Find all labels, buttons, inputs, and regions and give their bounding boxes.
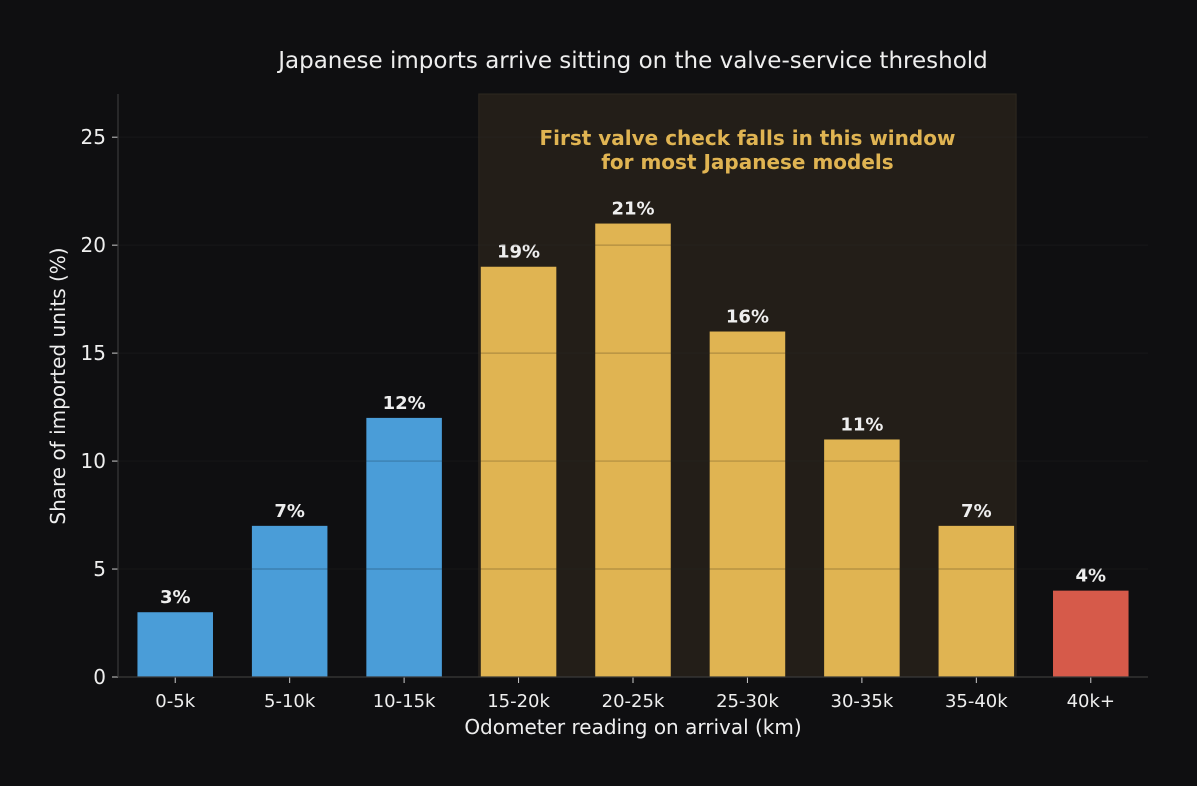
- x-tick-label: 35-40k: [945, 691, 1008, 712]
- x-tick-label: 0-5k: [155, 691, 195, 712]
- x-tick-label: 10-15k: [373, 691, 436, 712]
- y-tick-label: 0: [93, 665, 106, 689]
- bar-35-40k: [938, 525, 1015, 677]
- bar-20-25k: [595, 223, 671, 678]
- y-tick-label: 25: [81, 125, 106, 149]
- bar-40k+: [1053, 590, 1129, 677]
- y-tick-label: 5: [93, 557, 106, 581]
- axes: 0 5 10 15 20 25 0-5k 5-10k 10-15k 15-20k 20-25k 25-…: [81, 94, 1148, 712]
- bar-10-15k: [366, 417, 442, 677]
- x-tick-label: 5-10k: [264, 691, 316, 712]
- bar-15-20k: [480, 266, 557, 677]
- annotation-line: First valve check falls in this window: [539, 126, 955, 150]
- bar-value-label: 11%: [840, 414, 883, 435]
- bar-value-label: 19%: [497, 242, 540, 263]
- y-axis-label: Share of imported units (%): [46, 247, 70, 524]
- highlight-annotation: First valve check falls in this window fo…: [539, 126, 955, 174]
- bar-0-5k: [137, 612, 213, 677]
- bar-value-label: 16%: [726, 307, 769, 328]
- annotation-line: for most Japanese models: [601, 150, 893, 174]
- x-axis-label: Odometer reading on arrival (km): [464, 715, 801, 739]
- chart-title: Japanese imports arrive sitting on the v…: [276, 48, 988, 74]
- y-tick-label: 15: [81, 341, 106, 365]
- bar-5-10k: [251, 525, 328, 677]
- bar-value-label: 3%: [160, 587, 191, 608]
- bar-value-label: 21%: [611, 199, 654, 220]
- bar-25-30k: [709, 331, 786, 677]
- bars: [137, 223, 1129, 678]
- x-tick-label: 40k+: [1067, 691, 1115, 712]
- bar-30-35k: [824, 439, 900, 677]
- bar-value-label: 12%: [383, 393, 426, 414]
- x-tick-label: 15-20k: [487, 691, 550, 712]
- y-tick-label: 10: [81, 449, 106, 473]
- bar-value-label: 7%: [961, 501, 992, 522]
- y-tick-label: 20: [81, 233, 106, 257]
- bar-value-label: 7%: [274, 501, 305, 522]
- x-tick-label: 30-35k: [831, 691, 894, 712]
- x-tick-label: 25-30k: [716, 691, 779, 712]
- x-tick-label: 20-25k: [602, 691, 665, 712]
- value-labels: 3% 7% 12% 19% 21% 16% 11% 7% 4%: [118, 136, 1148, 608]
- bar-value-label: 4%: [1075, 566, 1106, 587]
